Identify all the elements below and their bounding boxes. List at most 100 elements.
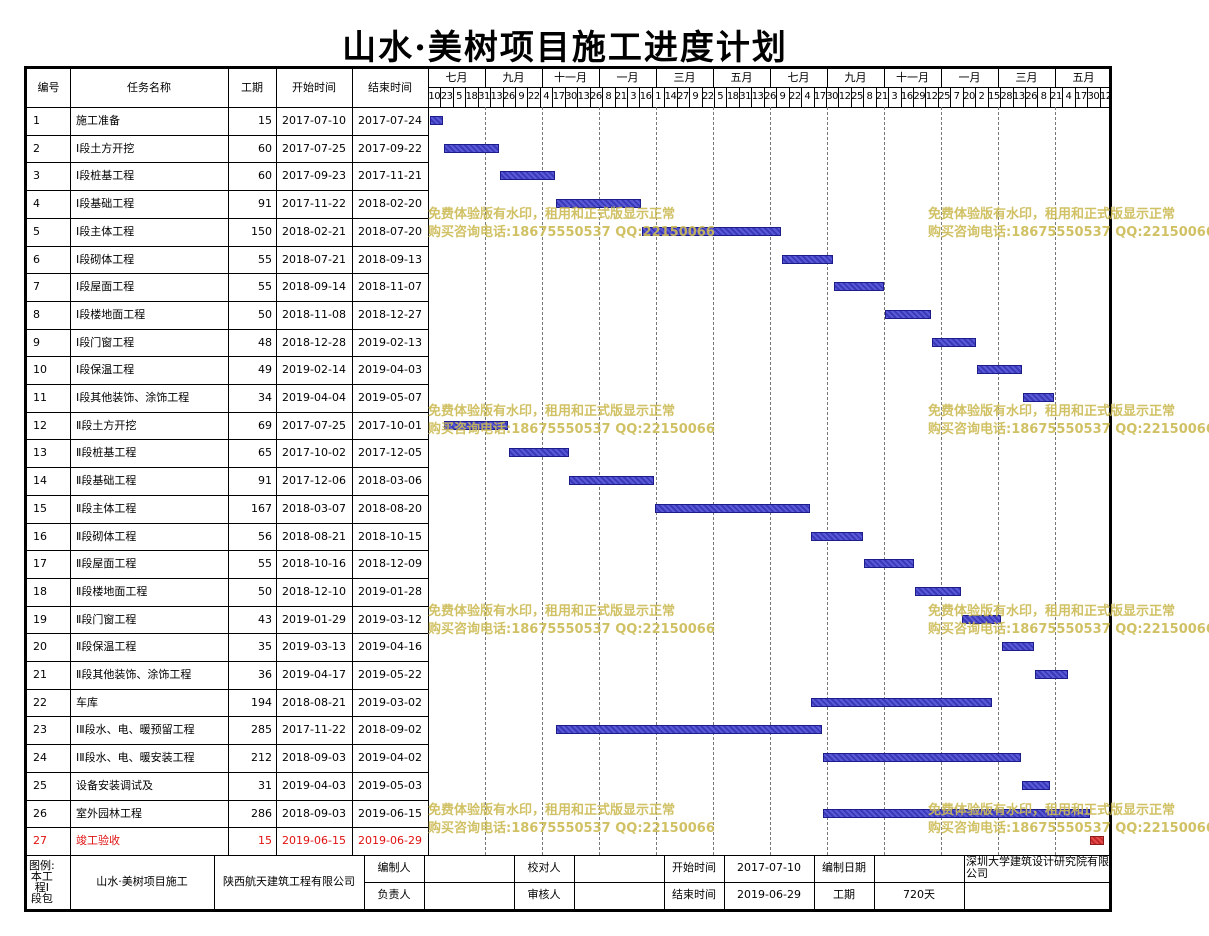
task-start: 2018-09-03 [282,806,346,820]
watermark-line-2: 购买咨询电话:18675550537 QQ:22150066 [928,225,1209,240]
day-divider [689,87,691,107]
task-duration: 60 [258,169,272,183]
watermark: 免费体验版有水印，租用和正式版显示正常 购买咨询电话:18675550537 QQ… [928,603,1209,639]
header-bottom-line [27,107,1112,108]
gantt-bar[interactable] [641,226,782,236]
row-divider [27,633,428,635]
task-name: Ⅰ段保温工程 [76,363,135,377]
gantt-bar[interactable] [811,531,863,541]
gantt-bar[interactable] [500,171,556,181]
task-id: 9 [33,335,40,349]
gantt-bar[interactable] [569,476,654,486]
gantt-bar[interactable] [885,309,932,319]
start-label: 开始时间 [672,861,716,875]
task-id: 19 [33,612,47,626]
gantt-bar[interactable] [823,753,1022,763]
row-divider [27,522,428,524]
organization-name: 深圳大学建筑设计研究院有限公司 [966,855,1109,881]
task-name: Ⅱ段门窗工程 [76,612,137,626]
task-end: 2017-07-24 [358,114,422,127]
column-divider [428,69,429,855]
month-guide-line [656,107,657,855]
checker-label: 校对人 [527,861,561,875]
gantt-bar[interactable] [811,697,993,707]
gantt-bar[interactable] [1022,393,1054,402]
task-start: 2017-07-25 [282,418,346,432]
task-name: Ⅰ段屋面工程 [76,280,135,294]
task-name: Ⅰ段土方开挖 [76,141,135,155]
day-divider [801,87,803,107]
gantt-bar[interactable] [782,254,833,264]
gantt-bar[interactable] [932,337,977,347]
task-name: Ⅰ段基础工程 [76,197,135,211]
gantt-bar[interactable] [429,116,443,125]
task-start: 2019-01-29 [282,612,346,626]
gantt-bar[interactable] [863,559,915,569]
gantt-bar[interactable] [654,503,811,513]
timeline-month-label: 一月 [616,71,639,84]
gantt-bar[interactable] [1022,780,1051,790]
gantt-bar[interactable] [508,448,569,458]
gantt-bar[interactable] [915,586,962,596]
company-name: 陕西航天建筑工程有限公司 [223,874,355,888]
row-divider [27,550,428,552]
day-divider [1000,87,1002,107]
timeline-day-label: 26 [502,91,515,102]
gantt-bar[interactable] [1035,670,1068,679]
day-divider [1049,87,1051,107]
task-end: 2019-04-16 [358,640,422,654]
task-end: 2018-07-20 [358,224,422,238]
timeline-day-label: 17 [813,91,826,102]
task-name: 竣工验收 [76,834,120,848]
task-duration: 31 [258,778,272,792]
timeline-day-label: 12 [925,91,938,102]
day-divider [664,87,666,107]
header-start: 开始时间 [292,81,336,94]
timeline-day-label: 22 [701,91,714,102]
gantt-bar[interactable] [833,282,885,292]
task-id: 25 [33,778,47,792]
timeline-day-label: 13 [577,91,590,102]
task-end: 2019-01-28 [358,584,422,598]
gantt-bar[interactable] [443,420,508,430]
gantt-bar[interactable] [977,365,1023,375]
task-end: 2019-04-02 [358,751,422,765]
column-divider [70,69,71,855]
task-end: 2017-09-22 [358,141,422,155]
task-end: 2018-12-27 [358,307,422,321]
timeline-day-label: 9 [692,91,699,102]
day-divider [515,87,517,107]
task-duration: 285 [251,723,272,737]
day-divider [490,87,492,107]
gantt-bar[interactable] [556,199,641,209]
day-divider [900,87,902,107]
gantt-bar[interactable] [962,614,1002,624]
row-divider [27,273,428,275]
gantt-bar[interactable] [1090,836,1104,846]
month-divider [713,69,714,87]
day-divider [614,87,616,107]
task-name: Ⅰ段门窗工程 [76,335,135,349]
footer-divider [964,854,965,909]
task-start: 2018-09-03 [282,751,346,765]
task-id: 8 [33,307,40,321]
month-guide-line [542,107,543,855]
timeline-day-label: 9 [779,91,786,102]
timeline-month-label: 十一月 [554,71,587,84]
task-start: 2018-08-21 [282,695,346,709]
row-divider [27,827,428,829]
header-id: 编号 [37,81,60,94]
day-divider [1012,87,1014,107]
task-id: 4 [33,197,40,211]
day-divider [465,87,467,107]
task-end: 2018-11-07 [358,280,422,294]
day-divider [825,87,827,107]
task-name: ⅠⅡ段水、电、暖预留工程 [76,723,195,737]
task-start: 2018-12-10 [282,584,346,598]
gantt-bar[interactable] [556,725,823,735]
gantt-bar[interactable] [1002,642,1035,652]
gantt-bar[interactable] [443,143,500,153]
gantt-bar[interactable] [823,808,1091,818]
timeline-day-label: 22 [527,91,540,102]
footer-divider [424,854,425,909]
